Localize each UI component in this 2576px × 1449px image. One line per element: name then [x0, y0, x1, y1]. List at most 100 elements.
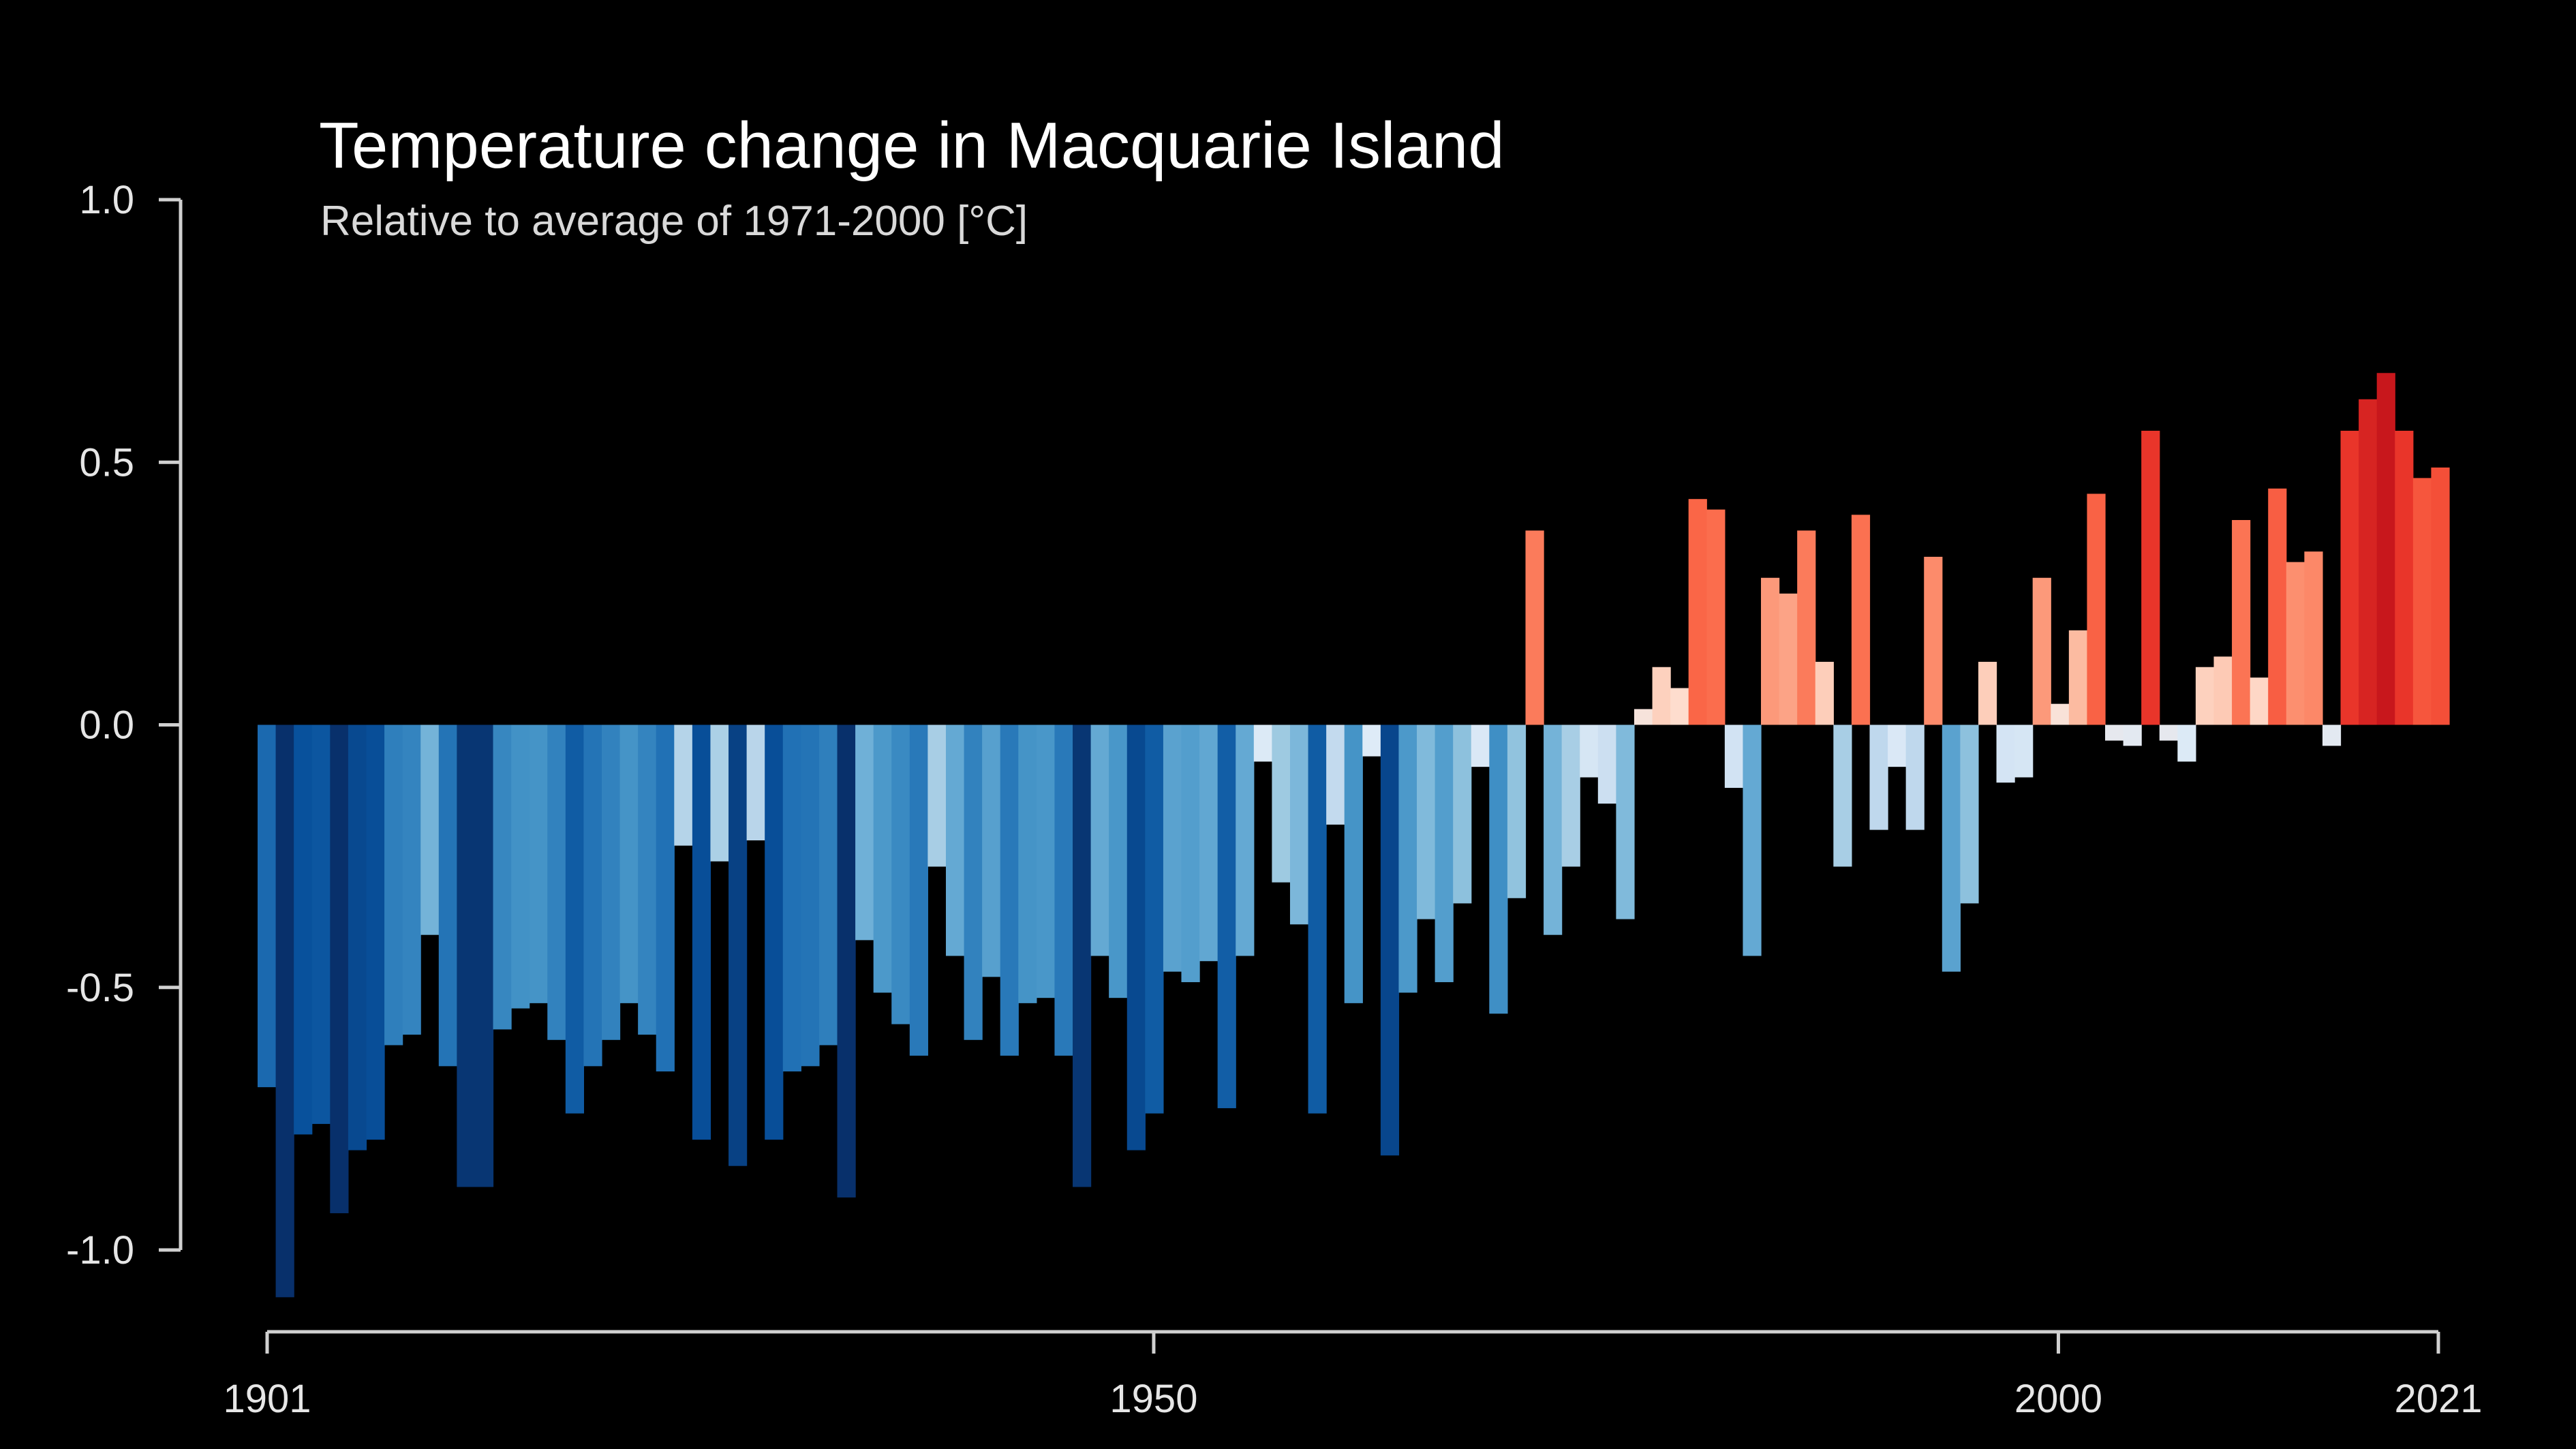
bar-1941 — [982, 724, 1001, 977]
bar-2003 — [2105, 724, 2124, 741]
bar-1924 — [674, 724, 693, 846]
bar-1907 — [366, 724, 385, 1140]
y-tick-label: 0.0 — [79, 703, 134, 748]
bar-1920 — [601, 724, 621, 1040]
bar-1956 — [1253, 724, 1272, 762]
bar-1982 — [1724, 724, 1744, 788]
bar-1972 — [1544, 724, 1563, 935]
bar-1945 — [1054, 724, 1073, 1056]
chart-subtitle: Relative to average of 1971-2000 [°C] — [320, 198, 1028, 245]
bar-1954 — [1217, 724, 1236, 1108]
bar-2007 — [2177, 724, 2196, 762]
bar-2005 — [2141, 431, 2160, 725]
bar-1902 — [275, 724, 294, 1298]
x-tick-label: 1950 — [1109, 1377, 1197, 1421]
bar-1917 — [547, 724, 566, 1040]
bar-1927 — [729, 724, 748, 1166]
bar-1955 — [1236, 724, 1255, 956]
y-tick-label: 0.5 — [79, 440, 134, 485]
bar-1925 — [692, 724, 711, 1140]
bar-1935 — [873, 724, 892, 993]
bar-2020 — [2412, 478, 2432, 725]
bar-1988 — [1833, 724, 1852, 867]
bar-1915 — [511, 724, 530, 1009]
bar-1960 — [1326, 724, 1345, 825]
bar-1928 — [746, 724, 765, 841]
bar-1981 — [1706, 509, 1726, 725]
bar-1984 — [1761, 577, 1780, 725]
bar-1938 — [927, 724, 947, 867]
bar-1958 — [1289, 724, 1309, 925]
bar-1990 — [1869, 724, 1888, 830]
bar-1914 — [493, 724, 512, 1030]
bar-1952 — [1181, 724, 1200, 983]
bar-2019 — [2395, 431, 2414, 725]
bar-1910 — [420, 724, 440, 935]
bar-1980 — [1688, 499, 1707, 725]
bar-1931 — [801, 724, 820, 1067]
bar-1947 — [1090, 724, 1109, 956]
bar-2017 — [2359, 399, 2378, 725]
bar-2013 — [2286, 562, 2305, 725]
bar-2002 — [2087, 493, 2106, 725]
bar-1905 — [330, 724, 349, 1214]
bar-1937 — [909, 724, 929, 1056]
bar-1979 — [1670, 688, 1689, 725]
bars-group — [258, 373, 2450, 1298]
bar-2009 — [2213, 656, 2233, 725]
bar-1940 — [964, 724, 983, 1040]
bar-1903 — [294, 724, 313, 1135]
bar-1966 — [1435, 724, 1454, 983]
x-tick-label: 2000 — [2014, 1377, 2102, 1421]
bar-1946 — [1073, 724, 1092, 1187]
bar-1906 — [348, 724, 367, 1150]
bar-1991 — [1888, 724, 1907, 767]
bar-1912 — [457, 724, 476, 1187]
bar-1913 — [474, 724, 494, 1187]
bar-1959 — [1308, 724, 1327, 1114]
bar-1965 — [1417, 724, 1436, 919]
bar-1942 — [1000, 724, 1019, 1056]
bar-2006 — [2159, 724, 2178, 741]
bar-1978 — [1652, 667, 1671, 725]
bar-1998 — [2014, 724, 2034, 778]
bar-1939 — [945, 724, 965, 956]
bar-2014 — [2304, 551, 2323, 725]
bar-2015 — [2322, 724, 2342, 746]
bar-1971 — [1525, 530, 1544, 725]
bar-2008 — [2195, 667, 2215, 725]
bar-1949 — [1126, 724, 1146, 1150]
bar-1962 — [1362, 724, 1381, 757]
bar-1930 — [782, 724, 801, 1072]
bar-1921 — [619, 724, 639, 1003]
bar-1944 — [1036, 724, 1056, 998]
bar-1923 — [656, 724, 675, 1072]
bar-2011 — [2250, 677, 2269, 725]
bar-1987 — [1815, 662, 1834, 725]
bar-1985 — [1779, 593, 1798, 725]
bar-1918 — [565, 724, 585, 1114]
bar-1997 — [1996, 724, 2015, 783]
bar-1901 — [258, 724, 277, 1088]
bar-1933 — [837, 724, 856, 1198]
bar-1999 — [2032, 577, 2051, 725]
x-axis: 1901 1950 2000 2021 — [223, 1330, 2483, 1421]
bar-1977 — [1634, 709, 1653, 725]
bar-2004 — [2123, 724, 2142, 746]
bar-2001 — [2068, 630, 2088, 725]
bar-1911 — [438, 724, 457, 1067]
bar-1932 — [818, 724, 838, 1046]
bar-1934 — [855, 724, 874, 941]
bar-1992 — [1905, 724, 1925, 830]
bar-2016 — [2340, 431, 2359, 725]
bar-2000 — [2051, 703, 2070, 725]
x-tick-label: 1901 — [223, 1377, 311, 1421]
bar-1943 — [1018, 724, 1037, 1003]
bar-1975 — [1597, 724, 1616, 804]
bar-1973 — [1561, 724, 1580, 867]
chart-title: Temperature change in Macquarie Island — [319, 109, 1505, 182]
bar-2012 — [2268, 488, 2287, 725]
bar-1909 — [402, 724, 421, 1035]
bar-1919 — [583, 724, 602, 1067]
